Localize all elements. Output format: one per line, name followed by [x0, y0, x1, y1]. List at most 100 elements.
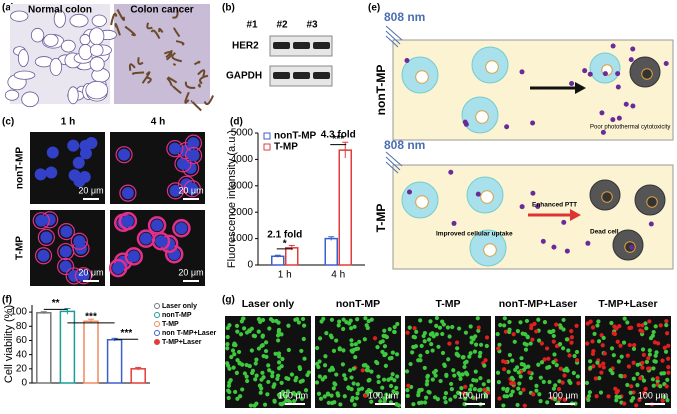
- note: Poor photothermal cytotoxicity: [590, 125, 670, 131]
- cell-dot: [571, 370, 576, 376]
- cell-dot: [665, 398, 670, 403]
- cell-dot: [394, 390, 400, 396]
- cell-dot: [443, 391, 449, 396]
- cell-dot: [276, 360, 282, 365]
- cell-dot: [592, 331, 597, 336]
- cell-dot: [387, 356, 392, 361]
- cell-dot: [596, 319, 601, 324]
- cell-dot: [414, 329, 419, 334]
- image-label: nonT-MP: [336, 298, 380, 310]
- cell-dot: [590, 325, 596, 330]
- cell-dot: [475, 316, 480, 321]
- legend-label: T-MP+Laser: [162, 339, 202, 346]
- cell-dot: [278, 394, 283, 399]
- cell-dot: [522, 403, 527, 408]
- cell-dot: [450, 324, 455, 330]
- cell-dot: [227, 366, 232, 371]
- cell-dot: [285, 389, 290, 394]
- cell-dot: [353, 342, 358, 347]
- cell-dot: [467, 387, 473, 392]
- cell-dot: [556, 386, 562, 392]
- nucleus: [37, 249, 50, 262]
- particle: [615, 84, 621, 90]
- panel-label: (b): [222, 3, 235, 14]
- column-label: 1 h: [61, 117, 75, 128]
- cell-dot: [536, 362, 541, 367]
- nucleus: [485, 60, 499, 74]
- y-tick-label: 0: [247, 260, 253, 271]
- cell-dot: [569, 335, 575, 340]
- cell-dot: [519, 361, 524, 367]
- bar: [338, 149, 352, 266]
- cell-dot: [299, 348, 304, 354]
- cell-dot: [348, 326, 354, 331]
- cell-dot: [503, 360, 508, 365]
- tissue: [193, 60, 201, 66]
- cell-dot: [495, 370, 501, 375]
- cell-dot: [613, 386, 618, 391]
- cell-dot: [591, 348, 596, 354]
- cell-dot: [574, 358, 580, 363]
- cell-dot: [663, 349, 669, 354]
- cell-dot: [631, 360, 636, 365]
- nucleus: [415, 195, 429, 209]
- cell-dot: [645, 366, 651, 371]
- cell-dot: [359, 386, 365, 391]
- cell-dot: [287, 399, 293, 405]
- tissue: [137, 57, 144, 65]
- cell-dot: [478, 350, 483, 355]
- cell-dot: [267, 326, 272, 331]
- image-label: T-MP+Laser: [598, 298, 657, 310]
- cell-dot: [587, 390, 593, 395]
- cell-dot: [588, 359, 593, 364]
- laser-lines: [385, 25, 403, 174]
- column-label: 4 h: [151, 117, 165, 128]
- cell-dot: [235, 396, 240, 401]
- cell-dot: [247, 329, 252, 334]
- cell-dot: [406, 383, 411, 388]
- cell-dot: [404, 369, 410, 374]
- cell-dot: [440, 350, 446, 356]
- cell-dot: [381, 333, 386, 338]
- cell-dot: [232, 341, 237, 346]
- cell-dot: [317, 336, 323, 341]
- cell-dot: [519, 356, 524, 361]
- cell-dot: [382, 353, 387, 358]
- cell-dot: [643, 386, 648, 391]
- cell-dot: [599, 370, 604, 375]
- cell-dot: [600, 343, 605, 348]
- cell-dot: [275, 373, 281, 378]
- cell-dot: [299, 396, 305, 401]
- cell-dot: [586, 393, 592, 399]
- cell-dot: [442, 395, 447, 400]
- particle: [451, 220, 457, 226]
- cell-dot: [524, 342, 529, 347]
- cell-dot: [432, 395, 438, 400]
- cell-dot: [484, 335, 490, 340]
- note: Dead cell: [590, 229, 619, 236]
- cell-dot: [541, 379, 546, 384]
- particle: [582, 68, 588, 74]
- cell-dot: [575, 374, 580, 379]
- cell-dot: [408, 361, 413, 367]
- annotation: **: [52, 298, 60, 309]
- cell-dot: [275, 333, 281, 338]
- cell-dot: [625, 320, 630, 325]
- cell-dot: [392, 378, 397, 383]
- cell-dot: [631, 346, 637, 351]
- cell-dot: [422, 400, 428, 405]
- cell-dot: [382, 344, 388, 349]
- cell-dot: [372, 336, 378, 341]
- cell-dot: [449, 387, 454, 392]
- cell-dot: [644, 326, 649, 331]
- cell-dot: [473, 342, 479, 347]
- gland: [13, 70, 36, 80]
- particle: [610, 117, 616, 123]
- cell-dot: [322, 363, 328, 368]
- cell-dot: [354, 396, 359, 401]
- gland: [67, 86, 79, 105]
- cell-dot: [569, 329, 574, 334]
- cell-dot: [258, 319, 263, 325]
- cell-dot: [655, 376, 660, 381]
- cell-dot: [469, 340, 474, 345]
